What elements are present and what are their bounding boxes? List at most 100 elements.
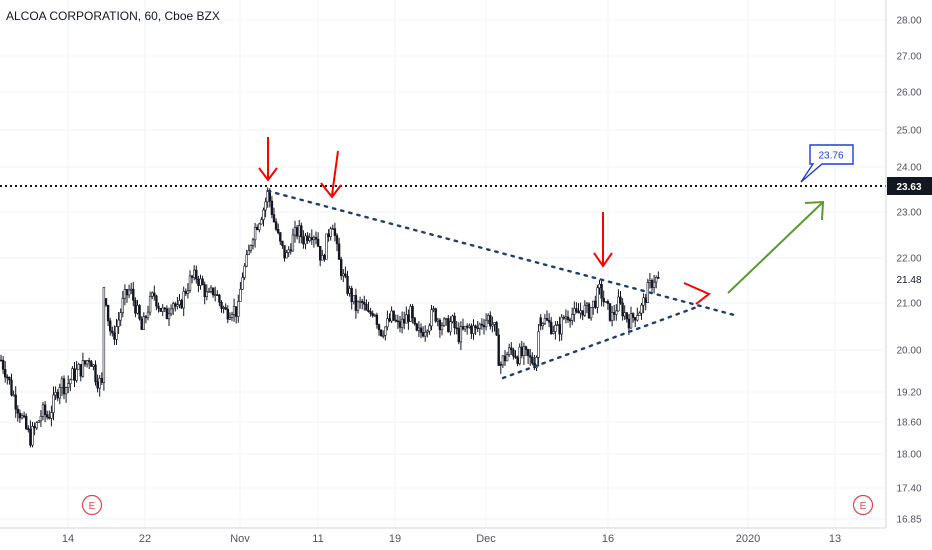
candle xyxy=(50,405,53,427)
green-arrow-icon xyxy=(727,200,825,294)
candle xyxy=(468,323,471,329)
candle xyxy=(325,233,328,260)
candle xyxy=(262,207,265,227)
candle xyxy=(85,359,89,368)
y-tick-label: 27.00 xyxy=(896,52,921,63)
y-tick-label: 28.00 xyxy=(896,16,921,27)
candle xyxy=(438,318,442,338)
candle xyxy=(650,278,654,292)
earnings-marker-left[interactable]: E xyxy=(81,494,103,516)
candle xyxy=(392,310,395,322)
target-callout[interactable]: 23.76 xyxy=(800,144,854,183)
y-tick-label: 19.20 xyxy=(896,388,921,399)
candle xyxy=(549,316,553,335)
candle xyxy=(117,311,120,335)
candle xyxy=(453,312,456,335)
candle xyxy=(600,279,603,307)
candle xyxy=(239,281,242,302)
candle xyxy=(633,316,637,328)
candle xyxy=(314,231,318,245)
candle xyxy=(409,304,412,323)
annotation-arrows xyxy=(258,137,825,305)
price-axis[interactable]: 28.00 27.00 26.00 25.00 24.00 23.00 22.00 21.00… xyxy=(896,16,921,526)
upper-trendline[interactable] xyxy=(266,189,740,318)
candle xyxy=(180,298,183,310)
candle xyxy=(106,304,110,326)
x-tick-label: Nov xyxy=(230,533,250,545)
y-tick-label: 18.00 xyxy=(896,450,921,461)
candle xyxy=(226,305,229,324)
candle xyxy=(478,322,481,336)
candle xyxy=(64,386,68,403)
plot-background xyxy=(0,0,886,528)
candle xyxy=(612,304,616,321)
candle xyxy=(623,305,626,320)
candle xyxy=(18,409,22,423)
candle xyxy=(10,373,13,397)
candle xyxy=(455,321,458,335)
candle xyxy=(608,303,612,322)
candle xyxy=(583,300,587,317)
grid xyxy=(0,0,886,528)
candle xyxy=(176,296,179,310)
candle xyxy=(138,304,141,321)
lower-trendline[interactable] xyxy=(501,305,699,380)
candle xyxy=(407,309,410,330)
candle xyxy=(444,317,448,326)
candle xyxy=(302,230,305,249)
candle xyxy=(270,196,274,219)
candle xyxy=(159,307,162,312)
candle xyxy=(258,222,261,233)
symbol-title: ALCOA CORPORATION, 60, Cboe BZX xyxy=(6,9,220,23)
time-axis[interactable]: 14 22 Nov 11 19 Dec 16 2020 13 xyxy=(62,533,841,545)
candle xyxy=(388,313,391,323)
y-tick-label: 21.00 xyxy=(896,299,921,310)
candle xyxy=(459,321,463,351)
candle xyxy=(316,232,320,248)
candle xyxy=(335,233,339,252)
y-tick-label: 17.40 xyxy=(896,484,921,495)
candle xyxy=(419,323,423,339)
y-tick-label: 24.00 xyxy=(896,163,921,174)
candle xyxy=(337,238,341,260)
candle xyxy=(528,348,532,366)
candle xyxy=(24,413,28,431)
y-tick-label: 26.00 xyxy=(896,88,921,99)
candle xyxy=(636,307,639,322)
candle xyxy=(568,317,572,328)
candle xyxy=(482,318,486,335)
candle xyxy=(211,287,215,298)
earnings-marker-right[interactable]: E xyxy=(852,494,874,516)
candle xyxy=(1,356,5,375)
candle xyxy=(541,322,545,330)
candle xyxy=(169,304,173,317)
candle xyxy=(297,219,301,244)
candle xyxy=(377,323,381,336)
candle xyxy=(281,240,284,249)
candle xyxy=(186,283,190,299)
x-tick-label: 2020 xyxy=(736,533,760,545)
candle xyxy=(497,328,500,366)
candle xyxy=(155,294,158,311)
y-tick-label: 16.85 xyxy=(896,515,921,526)
candle xyxy=(531,352,534,366)
candle xyxy=(489,311,492,330)
candle xyxy=(279,231,282,245)
candle xyxy=(619,290,622,305)
candle xyxy=(375,312,379,329)
candle xyxy=(426,329,429,338)
candle xyxy=(373,313,376,317)
candle xyxy=(58,383,62,405)
candle xyxy=(318,246,322,267)
candle xyxy=(621,298,624,321)
candle xyxy=(398,316,402,333)
candle xyxy=(127,284,131,299)
red-arrow-icon xyxy=(593,212,613,268)
candle xyxy=(447,315,450,333)
candle xyxy=(577,303,580,314)
candle xyxy=(69,378,72,392)
candle xyxy=(451,314,454,324)
candle xyxy=(157,302,160,313)
candle xyxy=(587,302,591,320)
